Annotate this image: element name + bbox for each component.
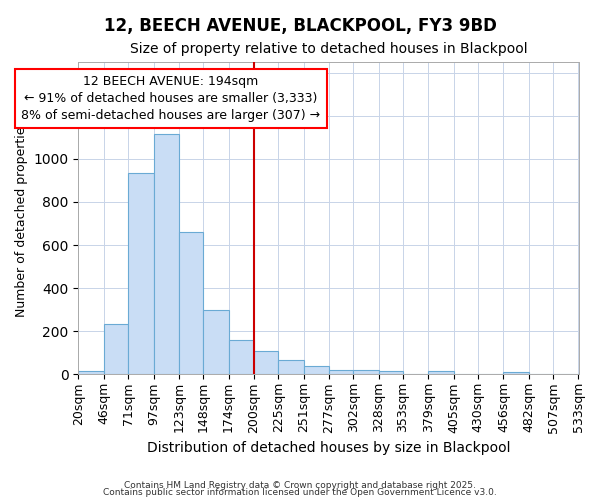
Bar (304, 366, 329, 374)
Text: Contains HM Land Registry data © Crown copyright and database right 2025.: Contains HM Land Registry data © Crown c… (124, 480, 476, 490)
Bar (428, 370, 454, 374)
Bar (503, 372, 529, 374)
Bar (278, 360, 304, 374)
X-axis label: Distribution of detached houses by size in Blackpool: Distribution of detached houses by size … (147, 441, 510, 455)
Bar (379, 371, 403, 374)
Bar (128, 173, 154, 374)
Bar (254, 352, 278, 374)
Text: Contains public sector information licensed under the Open Government Licence v3: Contains public sector information licen… (103, 488, 497, 497)
Bar (104, 324, 128, 374)
Bar (329, 370, 353, 374)
Text: 12, BEECH AVENUE, BLACKPOOL, FY3 9BD: 12, BEECH AVENUE, BLACKPOOL, FY3 9BD (104, 18, 496, 36)
Y-axis label: Number of detached properties: Number of detached properties (15, 120, 28, 316)
Title: Size of property relative to detached houses in Blackpool: Size of property relative to detached ho… (130, 42, 527, 56)
Bar (79, 371, 104, 374)
Bar (179, 232, 203, 374)
Bar (353, 370, 379, 374)
Bar (229, 340, 254, 374)
Bar (154, 134, 179, 374)
Bar (203, 310, 229, 374)
Text: 12 BEECH AVENUE: 194sqm
← 91% of detached houses are smaller (3,333)
8% of semi-: 12 BEECH AVENUE: 194sqm ← 91% of detache… (22, 75, 320, 122)
